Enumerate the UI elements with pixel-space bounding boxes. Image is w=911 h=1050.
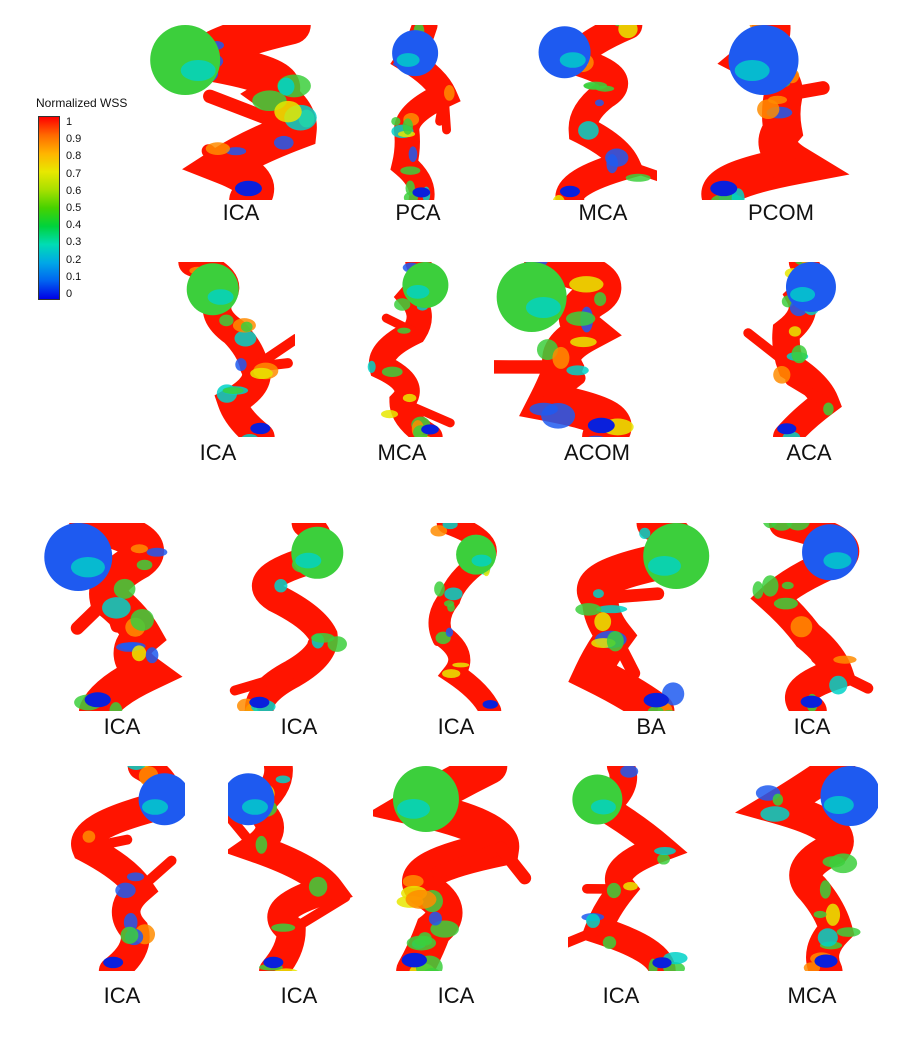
vessel-model-image (390, 25, 461, 200)
vessel-model-panel (143, 25, 343, 200)
legend-tick: 0.2 (66, 253, 82, 266)
vessel-location-label: ICA (602, 983, 640, 1008)
legend-title: Normalized WSS (36, 96, 128, 110)
vessel-location-label: PCA (395, 200, 441, 225)
vessel-location-label: MCA (787, 983, 837, 1008)
vessel-model-image (538, 25, 657, 200)
vessel-model-panel (228, 766, 358, 971)
vessel-model-image (229, 523, 347, 711)
legend-tick: 0.7 (66, 167, 82, 180)
vessel-location-label: ICA (199, 440, 237, 465)
vessel-model-panel (228, 523, 358, 711)
vessel-model-image (71, 766, 185, 971)
vessel-model-image (44, 523, 183, 711)
vessel-model-image (750, 523, 874, 711)
vessel-location-label: ACA (786, 440, 832, 465)
vessel-model-image (373, 766, 532, 971)
vessel-location-label: ICA (280, 714, 318, 739)
vessel-model-panel (357, 262, 472, 437)
vessel-location-label: ICA (222, 200, 260, 225)
vessel-location-label: MCA (578, 200, 628, 225)
vessel-location-label: ICA (437, 714, 475, 739)
vessel-model-panel (372, 25, 487, 200)
legend-tick: 0.8 (66, 150, 82, 163)
legend-color-bar (38, 116, 60, 300)
vessel-model-image (150, 25, 317, 200)
vessel-model-panel (735, 523, 875, 711)
vessel-model-panel (728, 766, 878, 971)
vessel-model-image (743, 262, 842, 437)
vessel-model-image (367, 262, 455, 437)
vessel-model-panel (40, 523, 210, 711)
vessel-model-panel (568, 766, 693, 971)
vessel-location-label: PCOM (748, 200, 814, 225)
vessel-model-image (568, 766, 688, 971)
vessel-model-panel (416, 523, 516, 711)
legend-tick: 1 (66, 116, 73, 128)
vessel-location-label: ICA (793, 714, 831, 739)
legend-tick: 0 (66, 288, 73, 300)
vessel-model-panel (494, 262, 694, 437)
vessel-model-image (494, 262, 634, 437)
vessel-model-image (228, 766, 353, 971)
vessel-model-panel (55, 766, 185, 971)
vessel-location-label: ICA (103, 714, 141, 739)
legend-tick: 0.1 (66, 270, 82, 283)
vessel-model-image (428, 523, 502, 711)
vessel-model-panel (732, 262, 857, 437)
vessel-model-panel (682, 25, 862, 200)
vessel-location-label: BA (636, 714, 666, 739)
vessel-model-image (178, 262, 295, 437)
legend-tick: 0.4 (66, 219, 82, 232)
vessel-location-label: ICA (437, 983, 475, 1008)
vessel-model-panel (373, 766, 538, 971)
legend-tick: 0.6 (66, 184, 82, 197)
vessel-model-panel (527, 25, 657, 200)
vessel-location-label: ICA (103, 983, 141, 1008)
vessel-model-image (701, 25, 850, 200)
vessel-model-image (568, 523, 710, 711)
vessel-model-image (735, 766, 878, 971)
legend-tick: 0.9 (66, 133, 82, 146)
vessel-location-label: ICA (280, 983, 318, 1008)
vessel-location-label: MCA (377, 440, 427, 465)
legend-tick: 0.3 (66, 236, 82, 249)
vessel-model-panel (550, 523, 715, 711)
vessel-model-panel (165, 262, 295, 437)
vessel-location-label: ACOM (564, 440, 630, 465)
legend-tick: 0.5 (66, 202, 82, 214)
